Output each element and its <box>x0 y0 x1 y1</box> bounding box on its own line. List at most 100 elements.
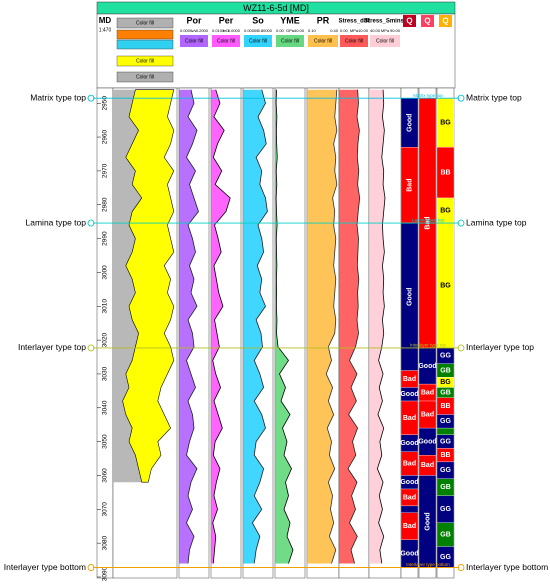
zone-label: Good <box>418 363 436 370</box>
marker-label: Matrix type top <box>466 92 522 102</box>
zone-header: Q <box>442 17 448 26</box>
curve-fill <box>369 89 385 564</box>
zone-header: Q <box>406 17 412 26</box>
depth-label: 2990 <box>102 231 109 246</box>
marker-dot <box>457 344 465 352</box>
fill-swatch <box>212 35 240 47</box>
depth-label: 3090 <box>102 566 109 581</box>
marker-label: Interlayer type bottom <box>466 562 548 572</box>
zone-label: Good <box>406 114 413 132</box>
fill-swatch <box>180 35 208 47</box>
depth-label: 3070 <box>102 502 109 517</box>
legend-label: Color fill <box>136 58 154 64</box>
legend-swatch <box>116 39 174 50</box>
depth-label: 3080 <box>102 536 109 551</box>
fill-swatch <box>340 35 368 47</box>
zone-label: BG <box>440 207 451 214</box>
fill-swatch <box>276 35 304 47</box>
marker-inline-label: Matrix type top <box>413 93 443 98</box>
md-header: MD <box>99 16 112 25</box>
marker-label: Lamina type top <box>466 217 527 227</box>
marker-label: Matrix type top <box>30 92 86 102</box>
zone-label: Good <box>400 550 418 557</box>
zone <box>436 427 455 436</box>
depth-label: 3020 <box>102 332 109 347</box>
zone-label: Bad <box>421 411 434 418</box>
marker-dot <box>457 219 465 227</box>
depth-label: 2960 <box>102 129 109 144</box>
scale-max: 0.40 <box>330 28 339 33</box>
fill-label: Color fill <box>314 38 332 44</box>
zone <box>400 505 419 513</box>
title: WZ11-6-5d [MD] <box>243 3 309 13</box>
zone-header-box <box>403 15 416 27</box>
track-name: PR <box>317 15 330 25</box>
track <box>274 87 306 579</box>
fill-label: Color fill <box>217 38 235 44</box>
scale-max: 0.80000 <box>258 28 273 33</box>
zone-label: Bad <box>403 415 416 422</box>
fill-swatch <box>370 35 400 47</box>
zone-label: Bad <box>421 389 434 396</box>
marker-label: Interlayer type bottom <box>4 562 86 572</box>
scale-min: 0.0100 <box>212 28 225 33</box>
marker-dot <box>457 94 465 102</box>
track-name: So <box>252 15 264 25</box>
scale-unit: MPa <box>381 28 390 33</box>
zone-label: Good <box>400 391 418 398</box>
zone-label: BG <box>440 282 451 289</box>
depth-label: 3040 <box>102 400 109 415</box>
track-name: Stress_Sminst <box>364 19 406 25</box>
marker-inline-label: Lamina type top <box>412 218 445 223</box>
scale-min: 0.00 <box>340 28 349 33</box>
fill-label: Color fill <box>249 38 267 44</box>
depth-label: 3030 <box>102 366 109 381</box>
zone-label: Bad <box>403 460 416 467</box>
curve <box>251 89 268 564</box>
zone-label: BB <box>440 403 450 410</box>
zone-label: Good <box>406 288 413 306</box>
fill-swatch <box>308 35 338 47</box>
legend-swatch <box>116 17 174 29</box>
zone-header: Q <box>424 17 430 26</box>
curve <box>186 89 199 564</box>
zone-label: Bad <box>406 179 413 192</box>
legend-swatch <box>116 55 174 67</box>
scale-min: 0.10 <box>308 28 317 33</box>
md-scale: 1:470 <box>99 27 112 33</box>
track-name: Per <box>219 15 234 25</box>
track-name: YME <box>280 15 300 25</box>
zone-label: GG <box>440 467 451 474</box>
scale-unit: v/v <box>191 28 196 33</box>
depth-label: 3000 <box>102 265 109 280</box>
depth-label: 3050 <box>102 434 109 449</box>
scale-max: 10.00 <box>358 28 369 33</box>
zone-label: GG <box>440 554 451 561</box>
curve-fill <box>243 89 268 564</box>
zone-label: Good <box>424 512 431 530</box>
fill-label: Color fill <box>281 38 299 44</box>
depth-label: 3010 <box>102 299 109 314</box>
scale-min: 0.0000 <box>180 28 193 33</box>
zone-label: Good <box>400 479 418 486</box>
marker-dot <box>87 94 95 102</box>
zone-label: Good <box>418 438 436 445</box>
sand-fill <box>122 89 175 483</box>
zone-label: Bad <box>403 494 416 501</box>
curve <box>376 89 386 564</box>
curve <box>275 89 294 564</box>
zone-label: GG <box>440 506 451 513</box>
zone-label: BG <box>440 120 451 127</box>
curve-fill <box>275 89 293 564</box>
zone-label: BB <box>440 169 450 176</box>
track-name: Por <box>186 15 202 25</box>
marker-dot <box>87 219 95 227</box>
curve <box>325 89 338 564</box>
fill-swatch <box>244 35 272 47</box>
marker-inline-label: Interlayer type top <box>410 343 447 348</box>
curve <box>347 89 361 564</box>
scale-min: 0.00 <box>276 28 285 33</box>
scale-max: 90.00 <box>390 28 401 33</box>
curve-fill <box>211 89 231 564</box>
marker-inline-label: Interlayer type bottom <box>406 562 450 567</box>
